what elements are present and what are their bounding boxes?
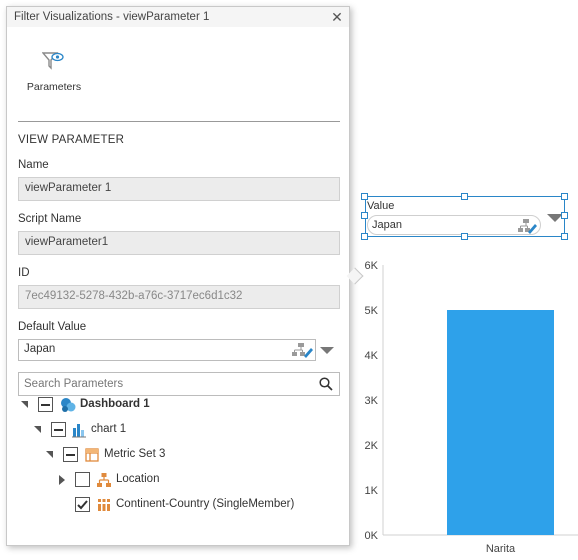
tree-item-continent-country[interactable]: Continent-Country (SingleMember) [7,496,347,516]
search-input[interactable] [19,373,309,395]
script-name-label: Script Name [18,213,82,225]
y-tick-label: 3K [365,395,379,407]
resize-handle-n[interactable] [461,193,468,200]
y-tick-label: 5K [365,305,379,317]
resize-handle-ne[interactable] [561,193,568,200]
checkmark-icon [77,500,88,510]
tree-checkbox[interactable] [38,397,53,412]
bar-narita[interactable] [447,310,554,535]
collapse-icon[interactable] [21,401,28,408]
search-icon[interactable] [319,377,333,391]
collapse-icon[interactable] [46,451,53,458]
tree-item-label: Continent-Country (SingleMember) [116,498,295,510]
section-title: VIEW PARAMETER [18,134,125,146]
edit-hierarchy-icon[interactable] [517,218,537,234]
y-tick-label: 4K [365,350,379,362]
tree-item-metric-set[interactable]: Metric Set 3 [7,446,347,466]
toolbar-separator [18,121,340,122]
filter-visualizations-dialog: Filter Visualizations - viewParameter 1 … [6,6,350,546]
tree-item-location[interactable]: Location [7,471,347,491]
value-widget-label: Value [367,200,395,212]
name-field: viewParameter 1 [18,177,340,201]
tree-checkbox[interactable] [51,422,66,437]
default-value-input[interactable]: Japan [18,339,316,361]
default-value-dropdown-arrow[interactable] [320,347,334,354]
id-label: ID [18,267,30,279]
tree-item-label: Metric Set 3 [104,448,166,460]
tree-item-label: Location [116,473,160,485]
tree-checkbox[interactable] [75,497,90,512]
dialog-title: Filter Visualizations - viewParameter 1 [14,11,210,23]
metric-set-icon [85,448,99,462]
tree-item-label: chart 1 [91,423,127,435]
resize-handle-se[interactable] [561,233,568,240]
close-button[interactable]: ✕ [331,9,343,25]
y-tick-label: 1K [365,485,379,497]
script-name-field: viewParameter1 [18,231,340,255]
edit-hierarchy-icon[interactable] [291,342,313,358]
tree-checkbox[interactable] [75,472,90,487]
y-tick-label: 6K [365,260,379,272]
resize-handle-s[interactable] [461,233,468,240]
value-widget-input[interactable]: Japan [367,215,541,235]
value-widget-dropdown-arrow[interactable] [547,214,563,222]
resize-handle-w[interactable] [361,212,368,219]
y-tick-label: 0K [365,530,379,542]
resize-handle-e[interactable] [561,212,568,219]
filter-eye-icon [42,52,64,70]
id-field: 7ec49132-5278-432b-a76c-3717ec6d1c32 [18,285,340,309]
search-box [18,372,340,396]
tree-item-dashboard[interactable]: Dashboard 1 [7,396,347,416]
tree-item-label: Dashboard 1 [80,398,150,410]
dialog-body: Parameters VIEW PARAMETER Name viewParam… [7,27,349,545]
default-value-text: Japan [24,343,56,355]
parameters-button-label: Parameters [26,81,82,93]
collapse-icon[interactable] [34,426,41,433]
x-tick-label: Narita [486,543,516,555]
member-icon [98,499,110,511]
default-value-label: Default Value [18,321,87,333]
y-tick-label: 2K [365,440,379,452]
resize-handle-nw[interactable] [361,193,368,200]
dashboard-icon [61,398,76,412]
value-parameter-widget[interactable]: Value Japan [365,196,565,237]
value-widget-text: Japan [372,219,402,231]
expand-icon[interactable] [59,475,65,485]
bar-chart-icon [72,424,86,438]
tree-checkbox[interactable] [63,447,78,462]
resize-handle-sw[interactable] [361,233,368,240]
tree-item-chart[interactable]: chart 1 [7,421,347,441]
hierarchy-icon [97,473,111,487]
parameters-button[interactable]: Parameters [19,51,89,99]
name-label: Name [18,159,49,171]
